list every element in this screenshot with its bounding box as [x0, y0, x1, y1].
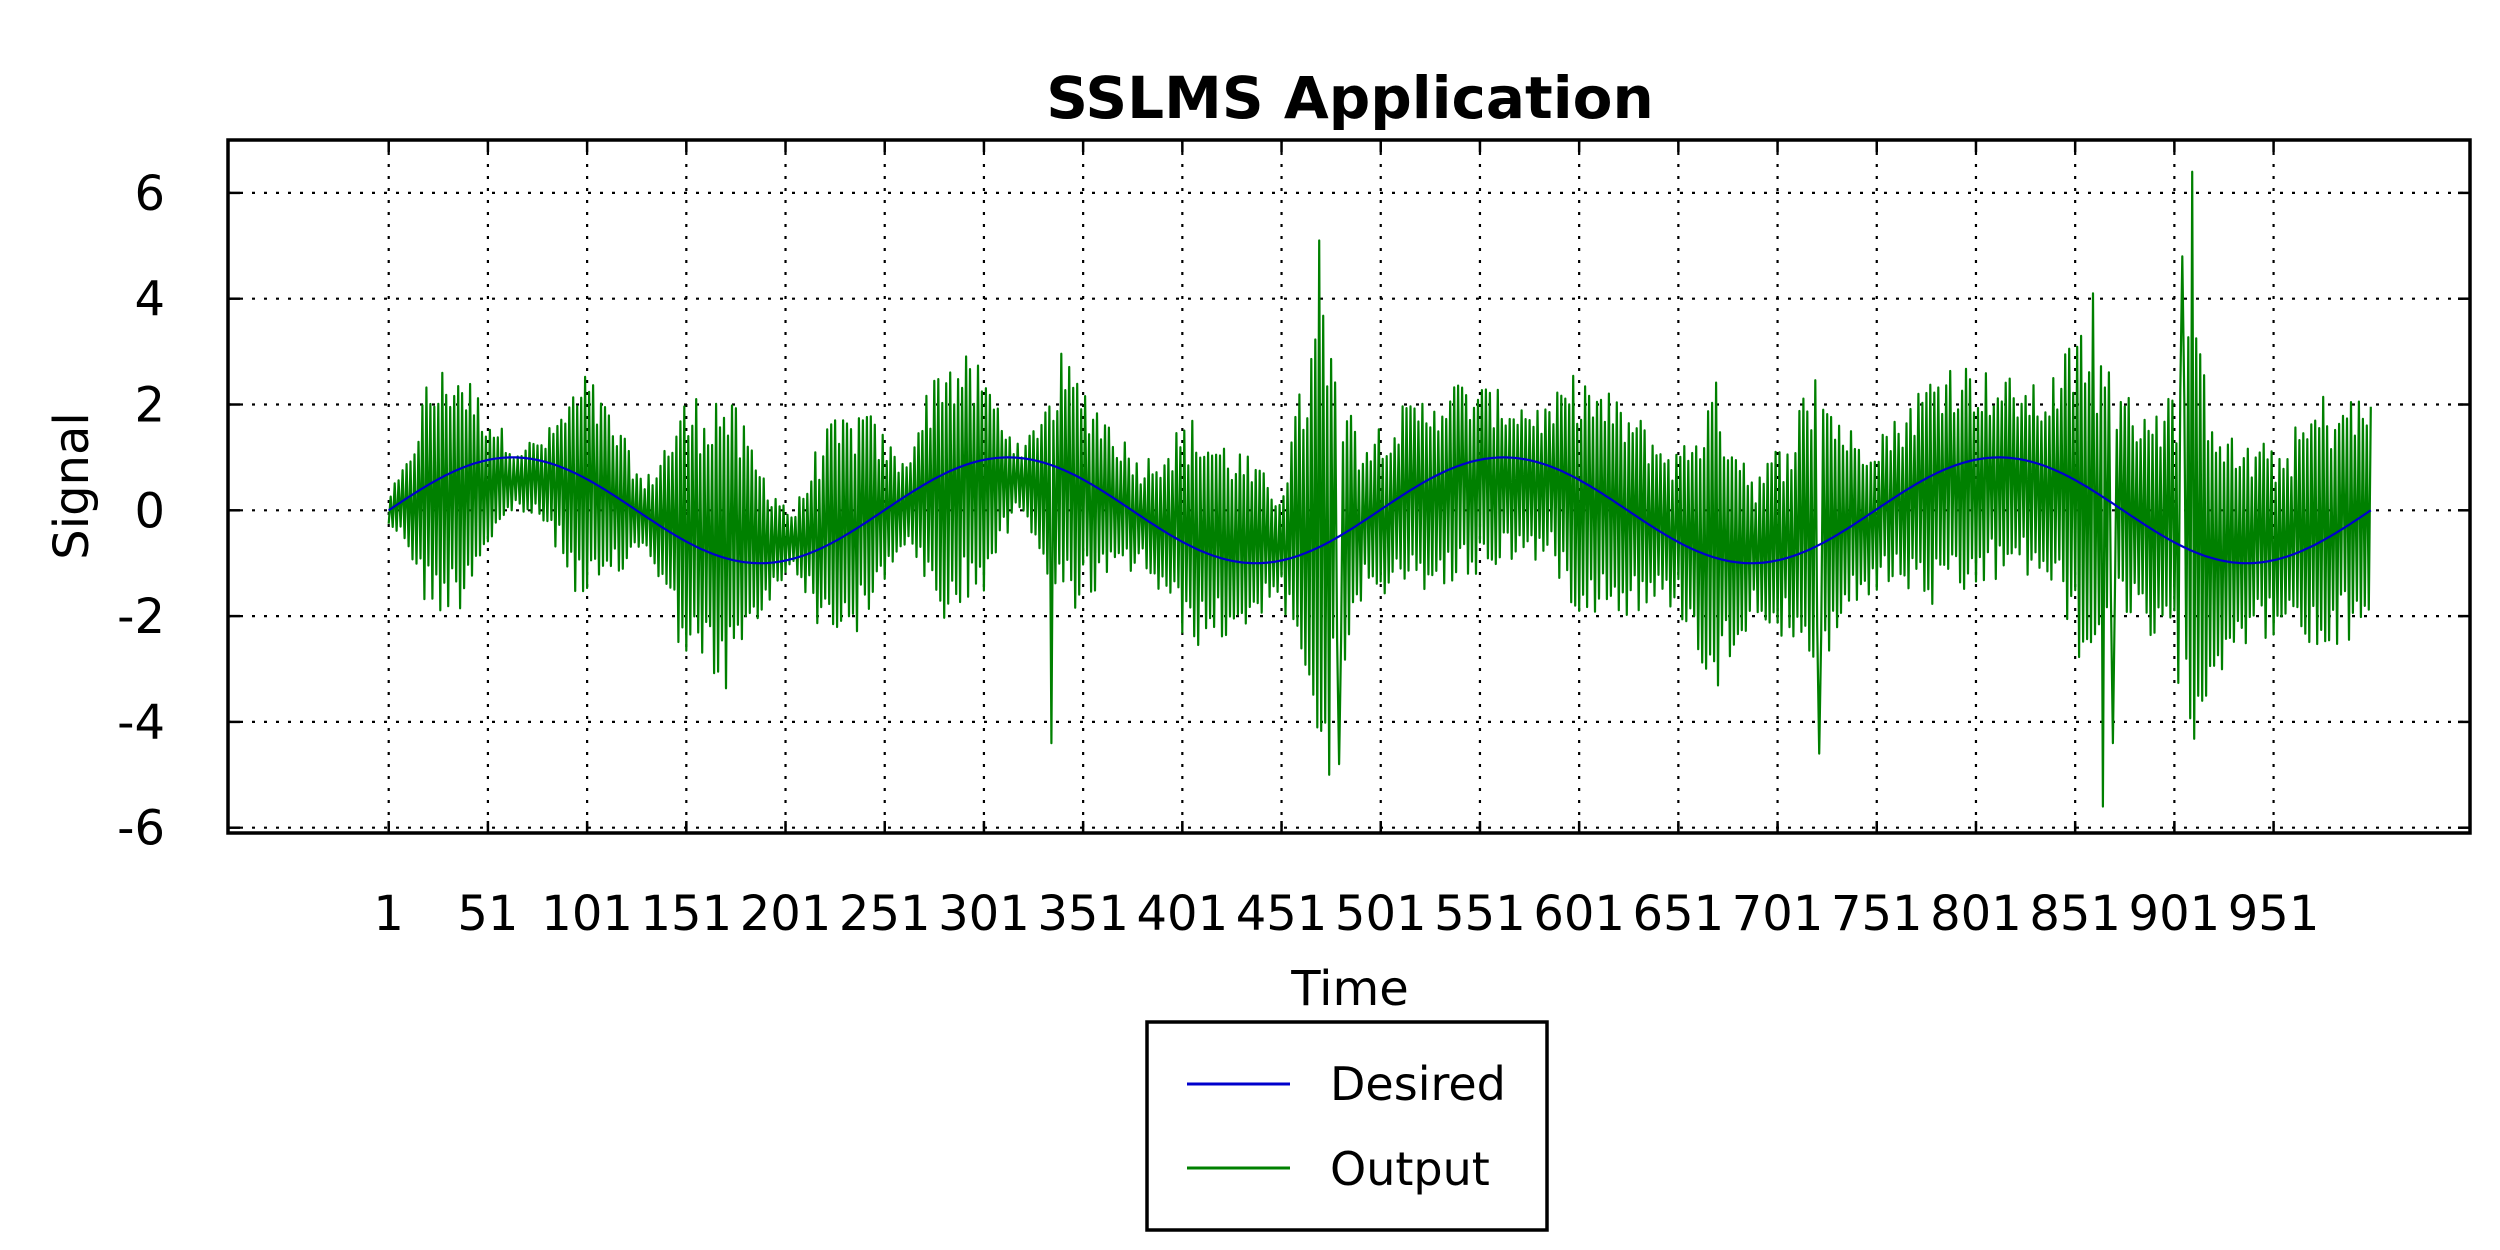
plot-frame — [226, 138, 2472, 835]
y-tick-label: 2 — [134, 378, 165, 434]
y-tick-label: 6 — [134, 166, 165, 222]
y-tick-label: 4 — [134, 272, 165, 328]
x-tick-label: 951 — [2228, 886, 2320, 942]
chart-title: SSLMS Application — [1046, 64, 1654, 132]
x-tick-label: 451 — [1236, 886, 1328, 942]
legend-box — [1145, 1020, 1549, 1232]
x-tick-label: 1 — [373, 886, 404, 942]
y-tick-label: 0 — [134, 483, 165, 539]
legend-label-output: Output — [1330, 1142, 1490, 1196]
x-tick-label: 201 — [740, 886, 832, 942]
x-axis-ticks: 1 51 101 151 201 251 301 351 401 451 501 551 601 651 7… — [373, 140, 2319, 942]
x-tick-label: 801 — [1930, 886, 2022, 942]
y-axis-ticks: -6 -4 -2 0 2 4 6 — [117, 166, 2470, 857]
y-tick-label: -4 — [117, 695, 165, 751]
x-tick-label: 751 — [1831, 886, 1923, 942]
x-tick-label: 901 — [2129, 886, 2221, 942]
x-tick-label: 151 — [641, 886, 733, 942]
x-tick-label: 51 — [457, 886, 518, 942]
x-tick-label: 501 — [1335, 886, 1427, 942]
series-line-desired — [388, 456, 2372, 565]
x-axis-label: Time — [1290, 961, 1408, 1017]
x-tick-label: 701 — [1732, 886, 1824, 942]
x-tick-label: 551 — [1434, 886, 1526, 942]
x-tick-label: 601 — [1533, 886, 1625, 942]
x-tick-label: 301 — [938, 886, 1030, 942]
x-tick-label: 101 — [541, 886, 633, 942]
x-tick-label: 651 — [1633, 886, 1725, 942]
series-line-output — [387, 170, 2372, 808]
x-tick-label: 251 — [839, 886, 931, 942]
y-tick-label: -2 — [117, 589, 165, 645]
y-tick-label: -6 — [117, 801, 165, 857]
x-tick-label: 351 — [1037, 886, 1129, 942]
y-axis-label: Signal — [44, 412, 100, 559]
legend-label-desired: Desired — [1330, 1057, 1506, 1111]
legend: Desired Output — [1145, 1020, 1549, 1232]
x-tick-label: 401 — [1137, 886, 1229, 942]
plot-layer — [387, 170, 2372, 808]
x-tick-label: 851 — [2029, 886, 2121, 942]
